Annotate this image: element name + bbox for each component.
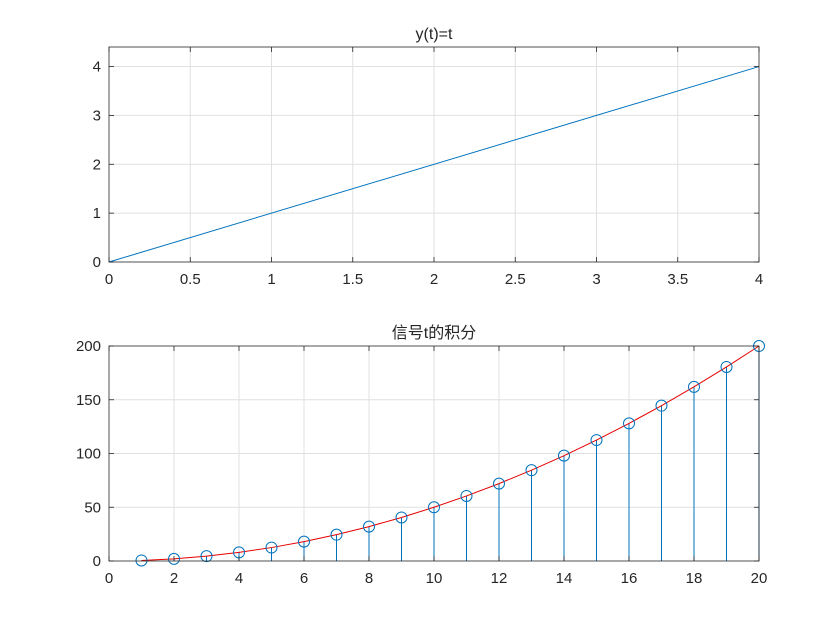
stem-marker-3	[200, 550, 213, 563]
stem-marker-9	[395, 511, 408, 524]
stem-marker-6	[298, 535, 310, 548]
y-tick-label-bottom: 0	[93, 553, 101, 570]
x-tick-label-top: 2	[430, 271, 438, 288]
chart-title-bottom: 信号t的积分	[392, 324, 476, 342]
x-tick-label-top: 1.5	[342, 271, 363, 288]
y-tick-label-top: 0	[93, 254, 101, 271]
stem-marker-18	[688, 380, 700, 393]
stem-marker-12	[493, 477, 505, 490]
stem-marker-16	[623, 417, 635, 430]
x-tick-label-bottom: 10	[426, 570, 443, 587]
x-tick-label-top: 3.5	[667, 271, 688, 288]
plot-area-top	[108, 66, 760, 263]
x-tick-label-top: 1	[267, 271, 275, 288]
x-tick-label-bottom: 0	[105, 570, 113, 587]
stem-marker-14	[558, 449, 570, 462]
x-tick-label-bottom: 12	[491, 570, 508, 587]
stem-marker-7	[330, 528, 343, 541]
x-tick-label-bottom: 16	[621, 570, 638, 587]
x-tick-label-bottom: 14	[556, 570, 573, 587]
y-tick-label-top: 1	[93, 205, 101, 222]
stem-marker-10	[428, 501, 440, 514]
x-tick-label-bottom: 6	[300, 570, 308, 587]
stem-marker-2	[168, 552, 180, 565]
stem-marker-11	[460, 489, 473, 502]
x-tick-label-top: 0.5	[180, 271, 201, 288]
x-tick-label-top: 0	[105, 271, 113, 288]
axes-top: 0 0.5 1 1.5 2 2.5 3 3.5 4 0 1 2 3 4 y(t)=t	[93, 26, 764, 288]
y-tick-label-top: 3	[93, 107, 101, 124]
chart-title-top: y(t)=t	[416, 26, 453, 43]
x-tick-label-bottom: 18	[686, 570, 703, 587]
y-tick-label-top: 2	[93, 156, 101, 173]
y-tick-label-top: 4	[93, 59, 101, 76]
x-tick-label-bottom: 20	[751, 570, 768, 587]
y-tick-label-bottom: 200	[76, 338, 101, 355]
stem-marker-17	[655, 399, 668, 412]
stem-marker-8	[363, 520, 375, 533]
x-tick-label-top: 3	[592, 271, 600, 288]
stem-marker-13	[525, 464, 538, 477]
x-tick-label-top: 2.5	[505, 271, 526, 288]
stem-marker-19	[720, 360, 733, 373]
x-tick-label-bottom: 4	[235, 570, 243, 587]
x-tick-label-bottom: 2	[170, 570, 178, 587]
x-tick-label-top: 4	[755, 271, 763, 288]
stem-marker-1	[135, 554, 148, 567]
stem-marker-5	[265, 541, 278, 554]
stem-marker-15	[590, 434, 603, 447]
series-line-top-0	[108, 66, 760, 263]
ticks-top: 0 0.5 1 1.5 2 2.5 3 3.5 4 0 1 2 3 4	[93, 47, 763, 288]
x-tick-label-bottom: 8	[365, 570, 373, 587]
y-tick-label-bottom: 150	[76, 392, 101, 409]
y-tick-label-bottom: 100	[76, 446, 101, 463]
y-tick-label-bottom: 50	[84, 499, 101, 516]
